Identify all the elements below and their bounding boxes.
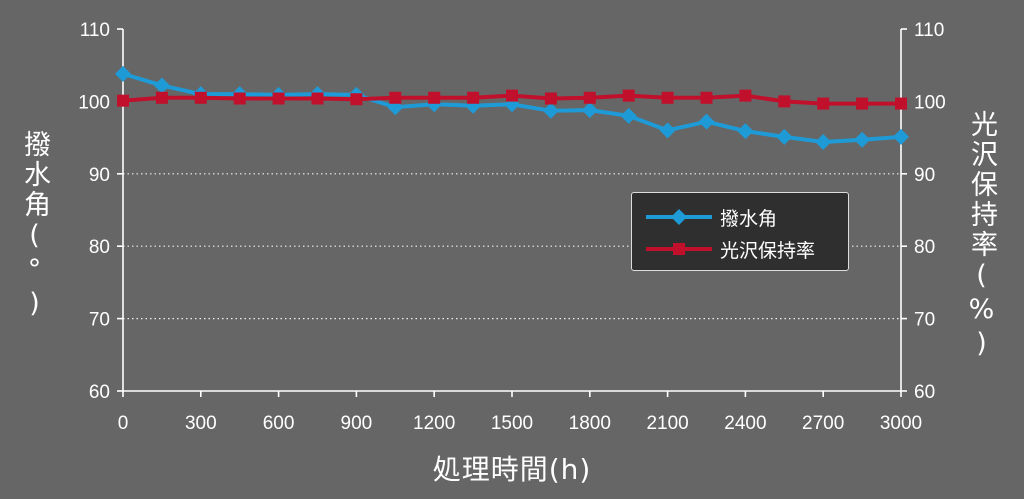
data-point-diamond — [659, 122, 676, 139]
axes — [117, 28, 907, 397]
legend-label-water-angle: 撥水角 — [720, 208, 778, 230]
legend: 撥水角 光沢保持率 — [631, 192, 849, 271]
data-point-diamond — [776, 128, 793, 145]
x-tick-label: 600 — [263, 413, 295, 434]
tick-labels: 60 70 80 90 100 110 60 70 80 90 100 110 0 300 600 900 12… — [78, 20, 945, 434]
x-axis-label: 処理時間(h) — [432, 453, 592, 486]
data-point-diamond — [737, 123, 754, 140]
x-tick-label: 1500 — [491, 413, 533, 434]
y-tick-label-right: 70 — [914, 310, 935, 331]
data-point-square — [817, 97, 830, 110]
data-point-diamond — [893, 128, 909, 145]
data-point-square — [544, 92, 557, 105]
y-tick-label-left: 90 — [89, 165, 110, 186]
legend-label-gloss-retention: 光沢保持率 — [720, 240, 816, 262]
y-tick-label-right: 90 — [914, 165, 935, 186]
series-gloss-retention — [117, 89, 907, 110]
data-point-square — [389, 91, 402, 104]
data-point-square — [661, 91, 674, 104]
x-tick-label: 900 — [341, 413, 373, 434]
legend-item-gloss-retention: 光沢保持率 — [632, 234, 848, 264]
data-point-square — [311, 92, 324, 105]
data-point-square — [856, 97, 869, 110]
data-point-square — [700, 91, 713, 104]
data-point-square — [622, 89, 635, 102]
data-point-diamond — [698, 113, 715, 130]
legend-marker-diamond-icon — [646, 209, 712, 225]
series-water-angle — [115, 65, 909, 150]
y-axis-label-right: 光沢保持率(%) — [966, 110, 997, 362]
data-point-diamond — [581, 102, 598, 119]
data-point-square — [117, 94, 129, 107]
y-tick-label-left: 60 — [89, 382, 110, 403]
y-tick-label-left: 80 — [89, 237, 110, 258]
data-point-square — [272, 92, 285, 105]
y-tick-label-left: 100 — [78, 92, 110, 113]
y-tick-label-right: 60 — [914, 382, 935, 403]
data-point-square — [739, 89, 752, 102]
data-point-diamond — [115, 65, 131, 82]
x-tick-label: 1200 — [413, 413, 455, 434]
y-tick-label-left: 110 — [80, 20, 110, 41]
data-point-diamond — [620, 107, 637, 124]
data-point-square — [467, 91, 480, 104]
data-point-square — [778, 95, 791, 108]
y-axis-label-left: 撥水角(°) — [19, 130, 50, 322]
x-tick-label: 2100 — [646, 413, 688, 434]
data-point-diamond — [542, 102, 559, 119]
data-point-square — [233, 92, 246, 105]
data-point-diamond — [854, 131, 871, 148]
y-tick-label-right: 80 — [914, 237, 935, 258]
data-point-diamond — [815, 133, 832, 150]
legend-item-water-angle: 撥水角 — [632, 202, 848, 232]
data-point-square — [428, 91, 441, 104]
y-tick-label-left: 70 — [89, 310, 110, 331]
x-tick-label: 2700 — [802, 413, 844, 434]
x-tick-label: 2400 — [724, 413, 766, 434]
x-tick-label: 3000 — [880, 413, 922, 434]
series-layer — [115, 65, 909, 150]
data-point-square — [506, 89, 518, 102]
data-point-square — [583, 91, 596, 104]
data-point-diamond — [153, 77, 170, 94]
data-point-square — [194, 91, 207, 104]
x-tick-label: 300 — [185, 413, 217, 434]
y-tick-label-right: 110 — [914, 20, 944, 41]
data-point-square — [155, 91, 168, 104]
legend-marker-square-icon — [646, 243, 712, 255]
data-point-square — [895, 97, 907, 110]
x-tick-label: 1800 — [569, 413, 611, 434]
x-tick-label: 0 — [118, 413, 129, 434]
y-tick-label-right: 100 — [914, 92, 946, 113]
data-point-square — [350, 93, 363, 106]
